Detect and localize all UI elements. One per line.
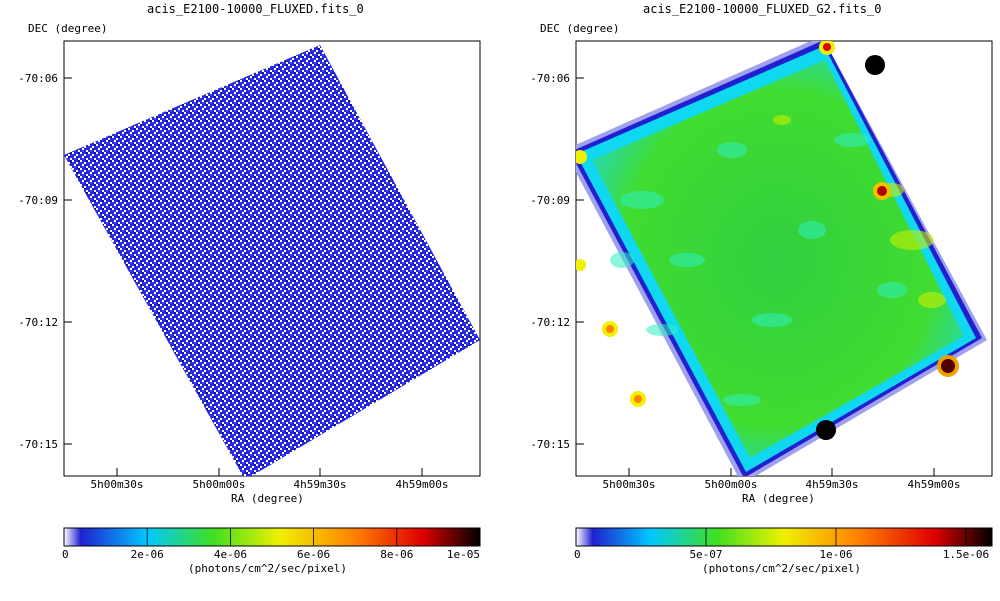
x-tick-label: 5h00m30s <box>603 478 656 491</box>
colorbar-tick-label: 8e-06 <box>380 548 413 561</box>
x-tick-label: 5h00m00s <box>193 478 246 491</box>
y-tick-label: -70:12 <box>530 316 570 329</box>
panel-fluxed-g2: acis_E2100-10000_FLUXED_G2.fits_0 DEC (d… <box>512 0 1000 601</box>
footprint-interior <box>592 60 964 458</box>
x-tick-label: 4h59m30s <box>294 478 347 491</box>
colorbar-tick-label: 5e-07 <box>689 548 722 561</box>
plot-title: acis_E2100-10000_FLUXED_G2.fits_0 <box>643 2 882 16</box>
x-tick-label: 4h59m30s <box>806 478 859 491</box>
colorbar-tick-label: 1e-06 <box>819 548 852 561</box>
image-footprint <box>64 45 480 476</box>
x-tick-label: 5h00m30s <box>91 478 144 491</box>
y-tick-label: -70:06 <box>530 72 570 85</box>
y-tick-label: -70:09 <box>18 194 58 207</box>
point-sources <box>576 41 959 440</box>
colorbar <box>575 527 993 547</box>
colorbar-tick-label: 0 <box>574 548 581 561</box>
x-tick-label: 5h00m00s <box>705 478 758 491</box>
colorbar-tick-label: 4e-06 <box>214 548 247 561</box>
y-axis-label: DEC (degree) <box>28 22 108 35</box>
colorbar-tick-label: 0 <box>62 548 69 561</box>
y-tick-label: -70:15 <box>18 438 58 451</box>
y-tick-label: -70:15 <box>530 438 570 451</box>
panel-fluxed: acis_E2100-10000_FLUXED.fits_0 DEC (degr… <box>18 2 481 575</box>
heatmap-plot-right: -70:06 -70:09 -70:12 -70:15 5h00m30s 5h00m00s… <box>530 40 993 561</box>
cyan-texture <box>610 133 907 406</box>
y-tick-label: -70:09 <box>530 194 570 207</box>
colorbar-units: (photons/cm^2/sec/pixel) <box>188 562 347 575</box>
colorbar-tick-label: 1e-05 <box>447 548 480 561</box>
heatmap-plot-left: -70:06 -70:09 -70:12 -70:15 5h00m30s 5h00m00s… <box>18 40 481 561</box>
colorbar-tick-label: 6e-06 <box>297 548 330 561</box>
y-tick-label: -70:12 <box>18 316 58 329</box>
x-axis-label: RA (degree) <box>231 492 304 505</box>
y-tick-label: -70:06 <box>18 72 58 85</box>
colorbar-tick-label: 1.5e-06 <box>943 548 989 561</box>
x-tick-label: 4h59m00s <box>396 478 449 491</box>
colorbar <box>63 527 481 547</box>
y-axis-label: DEC (degree) <box>540 22 620 35</box>
x-axis-label: RA (degree) <box>742 492 815 505</box>
colorbar-tick-label: 2e-06 <box>131 548 164 561</box>
colorbar-units: (photons/cm^2/sec/pixel) <box>702 562 861 575</box>
plot-title: acis_E2100-10000_FLUXED.fits_0 <box>147 2 364 16</box>
x-tick-label: 4h59m00s <box>908 478 961 491</box>
